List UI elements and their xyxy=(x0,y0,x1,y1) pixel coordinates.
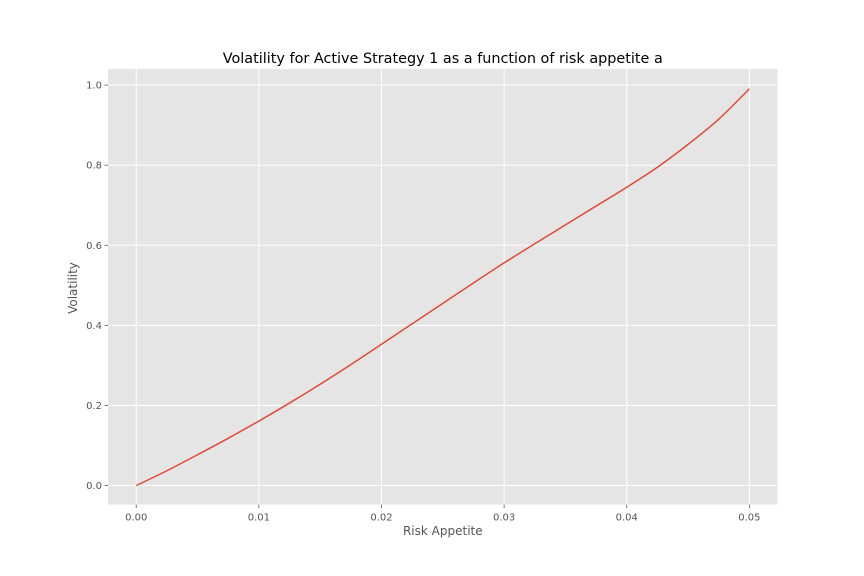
y-tick-label: 0.8 xyxy=(86,161,102,172)
y-axis-label: Volatility xyxy=(66,262,80,314)
ticks: 0.00 0.01 0.02 0.03 0.04 0.05 0.0 0.2 0.4 0.6 0.8 1… xyxy=(86,81,760,524)
chart-title: Volatility for Active Strategy 1 as a fu… xyxy=(223,51,663,67)
x-tick-label: 0.05 xyxy=(738,513,760,524)
x-tick-label: 0.03 xyxy=(493,513,515,524)
x-axis-label: Risk Appetite xyxy=(403,524,483,538)
plot-background xyxy=(108,69,778,505)
series-line xyxy=(135,88,750,487)
y-tick-label: 0.6 xyxy=(86,241,102,252)
x-tick-label: 0.00 xyxy=(125,513,147,524)
y-tick-label: 0.2 xyxy=(86,401,102,412)
x-tick-label: 0.04 xyxy=(616,513,638,524)
x-tick-label: 0.01 xyxy=(248,513,270,524)
grid xyxy=(108,69,778,505)
y-tick-label: 0.4 xyxy=(86,321,102,332)
y-tick-label: 0.0 xyxy=(86,481,102,492)
y-tick-label: 1.0 xyxy=(86,81,102,92)
x-tick-label: 0.02 xyxy=(370,513,392,524)
